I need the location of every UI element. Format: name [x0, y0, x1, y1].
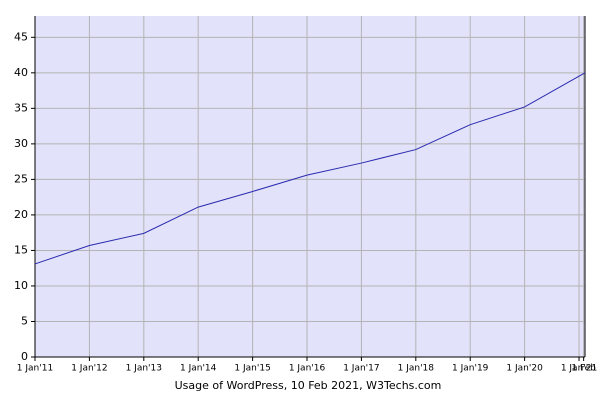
y-tick-label: 0: [21, 350, 28, 363]
y-tick-label: 40: [14, 66, 28, 79]
y-tick-label: 25: [14, 172, 28, 185]
y-tick-label: 20: [14, 208, 28, 221]
x-tick-label: 1 Jan'14: [180, 364, 217, 374]
y-tick-label: 30: [14, 137, 28, 150]
x-tick-label: 1 Jan'19: [452, 364, 489, 374]
data-line: [34, 72, 586, 265]
chart-title: Usage of WordPress, 10 Feb 2021, W3Techs…: [175, 379, 442, 392]
y-tick-label: 45: [14, 30, 28, 43]
x-tick-label: 1 Jan'12: [71, 364, 107, 374]
y-tick-label: 5: [21, 314, 28, 327]
x-tick-label: 1 Jan'17: [343, 364, 379, 374]
x-tick-label: 1 Jan'11: [17, 364, 53, 374]
y-tick-label: 10: [14, 279, 28, 292]
x-tick-label: 1 Jan'15: [234, 364, 270, 374]
x-tick-label: 1 Jan'16: [289, 364, 326, 374]
x-tick-label: 1 Jan'18: [398, 364, 435, 374]
y-tick-label: 35: [14, 101, 28, 114]
y-tick-label: 15: [14, 243, 28, 256]
x-tick-label: 1 Jan'20: [506, 364, 543, 374]
x-tick-label: 1 Jan'13: [126, 364, 162, 374]
plot-area: [35, 16, 585, 357]
x-tick-label: 1 Feb: [571, 364, 596, 374]
x-tick-label: 1 Jan'21: [561, 364, 597, 374]
